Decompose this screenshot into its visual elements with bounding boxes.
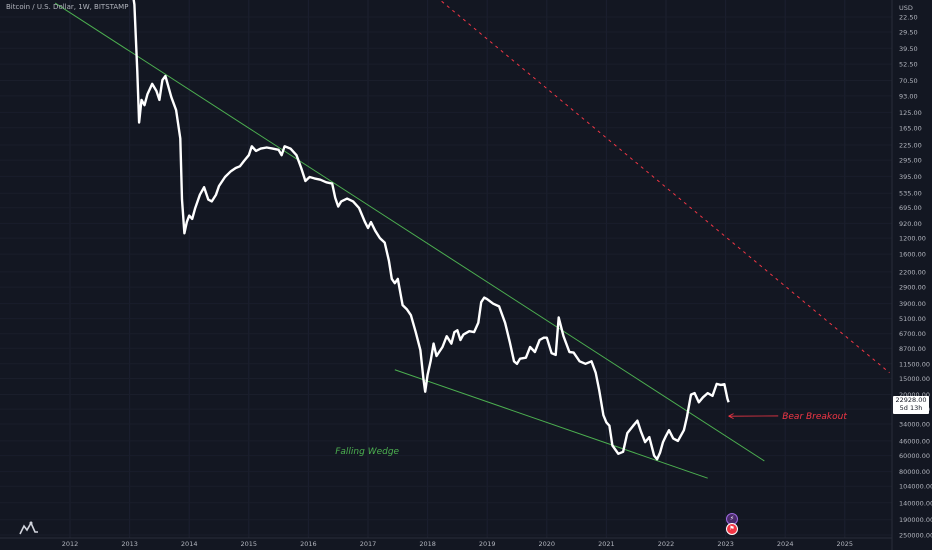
price-line xyxy=(132,0,730,461)
price-axis-label: 60000.00 xyxy=(899,452,930,460)
price-axis-label: 3900.00 xyxy=(899,300,926,308)
price-axis-label: 22.50 xyxy=(899,14,918,22)
bar-countdown: 5d 13h xyxy=(899,404,923,412)
time-axis-label: 2023 xyxy=(717,540,734,548)
price-axis-label: 8700.00 xyxy=(899,345,926,353)
price-axis-label: 225.00 xyxy=(899,142,922,150)
flag-event-icon[interactable]: ⚑ xyxy=(726,523,738,535)
price-axis-label: 1200.00 xyxy=(899,235,926,243)
price-series-layer xyxy=(132,0,730,461)
price-axis-label: 5100.00 xyxy=(899,315,926,323)
last-price-value: 22928.00 xyxy=(895,396,927,404)
price-axis-label: 29.50 xyxy=(899,29,918,37)
tradingview-logo-icon[interactable] xyxy=(18,520,40,540)
trendlines-layer xyxy=(54,0,890,479)
annotation-label: Falling Wedge xyxy=(335,447,399,457)
time-axis-label: 2017 xyxy=(360,540,377,548)
last-price-badge: 22928.00 5d 13h xyxy=(893,396,929,414)
time-axis-label: 2015 xyxy=(241,540,258,548)
time-axis-label: 2014 xyxy=(181,540,198,548)
price-axis-label: 46000.00 xyxy=(899,437,930,445)
time-axis-label: 2021 xyxy=(598,540,615,548)
price-axis-label: 15000.00 xyxy=(899,375,930,383)
time-axis-label: 2024 xyxy=(777,540,794,548)
price-axis-label: 52.50 xyxy=(899,61,918,69)
price-axis-label: 2900.00 xyxy=(899,284,926,292)
chart-grid xyxy=(69,0,846,538)
price-axis-label: 535.00 xyxy=(899,190,922,198)
lower-wedge-line xyxy=(394,369,708,479)
price-axis-label: 1600.00 xyxy=(899,251,926,259)
time-axis-label: 2019 xyxy=(479,540,496,548)
annotation-arrowhead xyxy=(728,413,734,420)
red-dotted-line xyxy=(439,0,890,374)
price-axis-label: 70.50 xyxy=(899,77,918,85)
price-axis-label: 140000.00 xyxy=(899,499,932,507)
time-axis-label: 2016 xyxy=(300,540,317,548)
price-axis-label: 2200.00 xyxy=(899,268,926,276)
time-axis[interactable]: 2012 2013 2014 2015 2016 2017 2018 2019 2020 2021… xyxy=(0,537,892,548)
time-axis-label: 2020 xyxy=(539,540,556,548)
price-axis-label: 695.00 xyxy=(899,204,922,212)
currency-label: USD xyxy=(899,4,913,12)
time-axis-label: 2013 xyxy=(121,540,138,548)
price-axis-label: 39.50 xyxy=(899,45,918,53)
price-axis-label: 190000.00 xyxy=(899,516,932,524)
price-axis-label: 395.00 xyxy=(899,173,922,181)
annotations-layer: Falling Wedge Bear Breakout xyxy=(335,412,847,457)
price-axis-label: 125.00 xyxy=(899,109,922,117)
time-axis-label: 2012 xyxy=(62,540,79,548)
price-axis-label: 165.00 xyxy=(899,124,922,132)
time-axis-label: 2022 xyxy=(658,540,675,548)
price-axis-label: 11500.00 xyxy=(899,360,930,368)
price-axis[interactable]: 22.50 29.50 39.50 52.50 70.50 93.00 125.00 165.… xyxy=(891,0,932,550)
price-axis-label: 80000.00 xyxy=(899,468,930,476)
price-axis-label: 6700.00 xyxy=(899,330,926,338)
time-axis-label: 2018 xyxy=(419,540,436,548)
symbol-title: Bitcoin / U.S. Dollar, 1W, BITSTAMP xyxy=(6,3,129,11)
price-axis-label: 34000.00 xyxy=(899,421,930,429)
price-axis-label: 93.00 xyxy=(899,92,918,100)
price-axis-label: 104000.00 xyxy=(899,483,932,491)
time-axis-label: 2025 xyxy=(837,540,854,548)
price-axis-label: 295.00 xyxy=(899,157,922,165)
price-axis-label: 250000.00 xyxy=(899,532,932,540)
price-axis-label: 920.00 xyxy=(899,220,922,228)
price-axis-label: 20000.00 xyxy=(899,391,930,399)
upper-wedge-line xyxy=(54,2,765,462)
annotation-label: Bear Breakout xyxy=(782,412,847,422)
